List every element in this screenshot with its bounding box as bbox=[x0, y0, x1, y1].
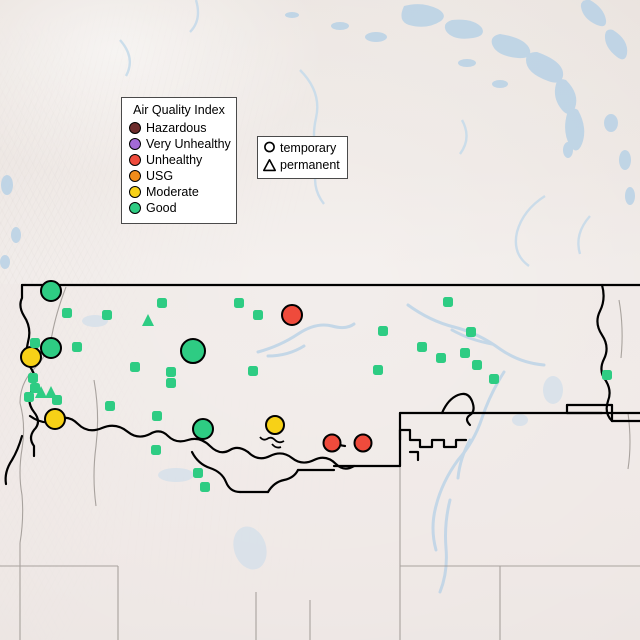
monitor-marker-good-temporary[interactable] bbox=[166, 367, 176, 377]
monitor-marker-good-permanent[interactable] bbox=[142, 314, 154, 326]
monitor-marker-good-temporary[interactable] bbox=[24, 392, 34, 402]
monitor-marker-good-temporary[interactable] bbox=[157, 298, 167, 308]
monitor-marker-good-temporary[interactable] bbox=[472, 360, 482, 370]
monitor-marker-good-temporary[interactable] bbox=[30, 383, 40, 393]
aqi-swatch-icon bbox=[129, 122, 141, 134]
aqi-legend-label: Hazardous bbox=[146, 120, 207, 135]
monitor-marker-unhealthy-temporary[interactable] bbox=[353, 433, 373, 453]
monitor-marker-good-temporary[interactable] bbox=[234, 298, 244, 308]
aqi-swatch-icon bbox=[129, 170, 141, 182]
monitor-marker-moderate-temporary[interactable] bbox=[20, 346, 42, 368]
legend-label-permanent: permanent bbox=[280, 158, 340, 172]
monitor-marker-good-temporary[interactable] bbox=[166, 378, 176, 388]
triangle-outline-icon bbox=[262, 158, 277, 173]
monitor-marker-unhealthy-temporary[interactable] bbox=[281, 304, 303, 326]
aqi-legend-label: Very Unhealthy bbox=[146, 136, 231, 151]
monitor-marker-good-temporary[interactable] bbox=[151, 445, 161, 455]
monitor-marker-good-temporary[interactable] bbox=[130, 362, 140, 372]
monitor-marker-moderate-temporary[interactable] bbox=[265, 415, 285, 435]
legend-row-temporary[interactable]: temporary bbox=[262, 140, 342, 157]
aqi-legend-item-unhealthy[interactable]: Unhealthy bbox=[129, 152, 229, 168]
monitor-marker-good-temporary[interactable] bbox=[373, 365, 383, 375]
monitor-marker-unhealthy-temporary[interactable] bbox=[322, 433, 342, 453]
monitor-marker-good-temporary[interactable] bbox=[436, 353, 446, 363]
monitor-marker-good-temporary[interactable] bbox=[253, 310, 263, 320]
monitor-marker-good-temporary[interactable] bbox=[193, 468, 203, 478]
monitor-marker-good-temporary[interactable] bbox=[466, 327, 476, 337]
aqi-legend-item-moderate[interactable]: Moderate bbox=[129, 184, 229, 200]
aqi-legend-title: Air Quality Index bbox=[133, 103, 225, 117]
monitor-marker-good-temporary[interactable] bbox=[192, 418, 214, 440]
monitor-marker-good-temporary[interactable] bbox=[180, 338, 206, 364]
monitor-marker-good-temporary[interactable] bbox=[40, 337, 62, 359]
aqi-swatch-icon bbox=[129, 154, 141, 166]
monitor-marker-good-temporary[interactable] bbox=[30, 338, 40, 348]
aqi-swatch-icon bbox=[129, 138, 141, 150]
monitor-type-legend[interactable]: temporary permanent bbox=[257, 136, 348, 179]
monitor-marker-good-temporary[interactable] bbox=[72, 342, 82, 352]
aqi-legend-item-very-unhealthy[interactable]: Very Unhealthy bbox=[129, 136, 231, 152]
aqi-swatch-icon bbox=[129, 186, 141, 198]
monitor-marker-good-temporary[interactable] bbox=[52, 395, 62, 405]
monitor-marker-good-temporary[interactable] bbox=[378, 326, 388, 336]
aqi-swatch-icon bbox=[129, 202, 141, 214]
legend-label-temporary: temporary bbox=[280, 141, 337, 155]
aqi-legend-label: Unhealthy bbox=[146, 152, 203, 167]
monitor-marker-good-temporary[interactable] bbox=[248, 366, 258, 376]
monitor-marker-good-temporary[interactable] bbox=[28, 373, 38, 383]
monitor-marker-good-temporary[interactable] bbox=[417, 342, 427, 352]
monitor-marker-good-temporary[interactable] bbox=[152, 411, 162, 421]
monitor-marker-good-temporary[interactable] bbox=[102, 310, 112, 320]
monitor-marker-good-temporary[interactable] bbox=[489, 374, 499, 384]
aqi-legend-item-usg[interactable]: USG bbox=[129, 168, 229, 184]
aqi-legend-rows: Hazardous Very Unhealthy Unhealthy USG Moder… bbox=[129, 120, 231, 216]
legend-row-permanent[interactable]: permanent bbox=[262, 157, 342, 174]
monitor-marker-good-temporary[interactable] bbox=[40, 280, 62, 302]
monitor-marker-good-temporary[interactable] bbox=[200, 482, 210, 492]
monitor-marker-good-temporary[interactable] bbox=[602, 370, 612, 380]
aqi-legend-item-good[interactable]: Good bbox=[129, 200, 229, 216]
circle-outline-icon bbox=[262, 141, 277, 156]
aqi-legend-label: Good bbox=[146, 200, 177, 215]
monitor-marker-good-temporary[interactable] bbox=[105, 401, 115, 411]
aqi-legend-item-hazardous[interactable]: Hazardous bbox=[129, 120, 229, 136]
aqi-legend[interactable]: Air Quality Index Hazardous Very Unhealth… bbox=[121, 97, 237, 224]
monitor-marker-good-temporary[interactable] bbox=[443, 297, 453, 307]
monitor-marker-good-temporary[interactable] bbox=[62, 308, 72, 318]
monitor-marker-moderate-temporary[interactable] bbox=[44, 408, 66, 430]
aqi-legend-label: Moderate bbox=[146, 184, 199, 199]
aqi-legend-label: USG bbox=[146, 168, 174, 183]
monitor-marker-good-temporary[interactable] bbox=[460, 348, 470, 358]
